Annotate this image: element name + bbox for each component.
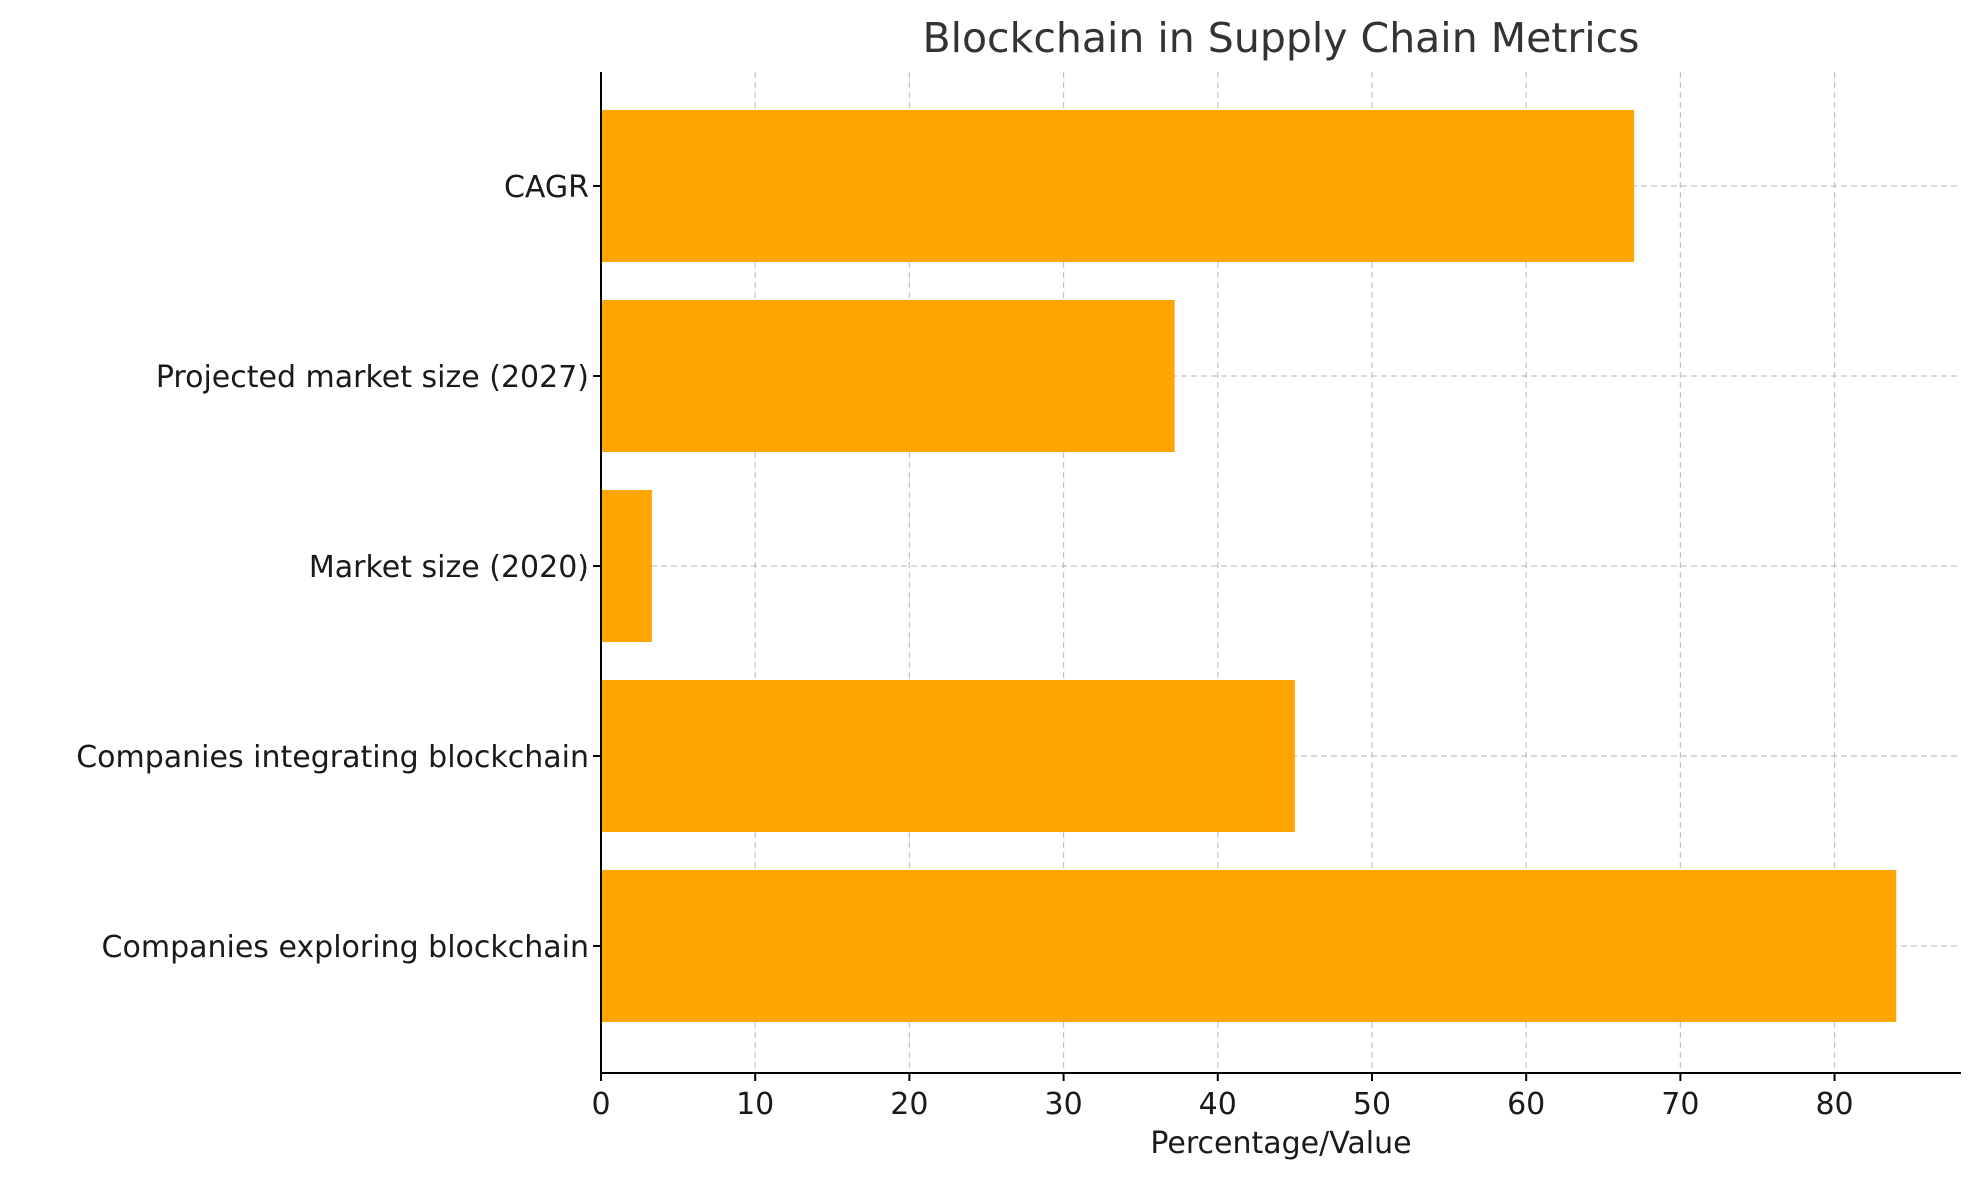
- y-tick-label: Projected market size (2027): [156, 360, 589, 395]
- y-tick-label: Companies integrating blockchain: [76, 740, 589, 775]
- bar: [601, 680, 1295, 832]
- x-axis-label: Percentage/Value: [1150, 1126, 1411, 1161]
- y-tick-label: Market size (2020): [309, 550, 589, 585]
- axis-layer: [593, 72, 1961, 1081]
- y-tick-label: CAGR: [504, 170, 589, 205]
- bar: [601, 300, 1175, 452]
- bar: [601, 870, 1897, 1022]
- y-tick-label: Companies exploring blockchain: [102, 930, 589, 965]
- x-tick-label: 20: [890, 1087, 928, 1122]
- x-tick-label: 60: [1507, 1087, 1545, 1122]
- x-tick-label: 70: [1661, 1087, 1699, 1122]
- bar-layer: [601, 110, 1897, 1022]
- x-tick-label: 0: [591, 1087, 610, 1122]
- bar: [601, 490, 652, 642]
- x-tick-label: 80: [1815, 1087, 1853, 1122]
- chart-title: Blockchain in Supply Chain Metrics: [922, 14, 1639, 62]
- x-tick-label: 50: [1353, 1087, 1391, 1122]
- bar: [601, 110, 1635, 262]
- x-tick-label: 10: [736, 1087, 774, 1122]
- x-tick-label: 40: [1199, 1087, 1237, 1122]
- x-tick-label: 30: [1044, 1087, 1082, 1122]
- label-layer: 0 10 20 30 40 50 60 70 80 Companies exploring blo…: [76, 170, 1853, 1122]
